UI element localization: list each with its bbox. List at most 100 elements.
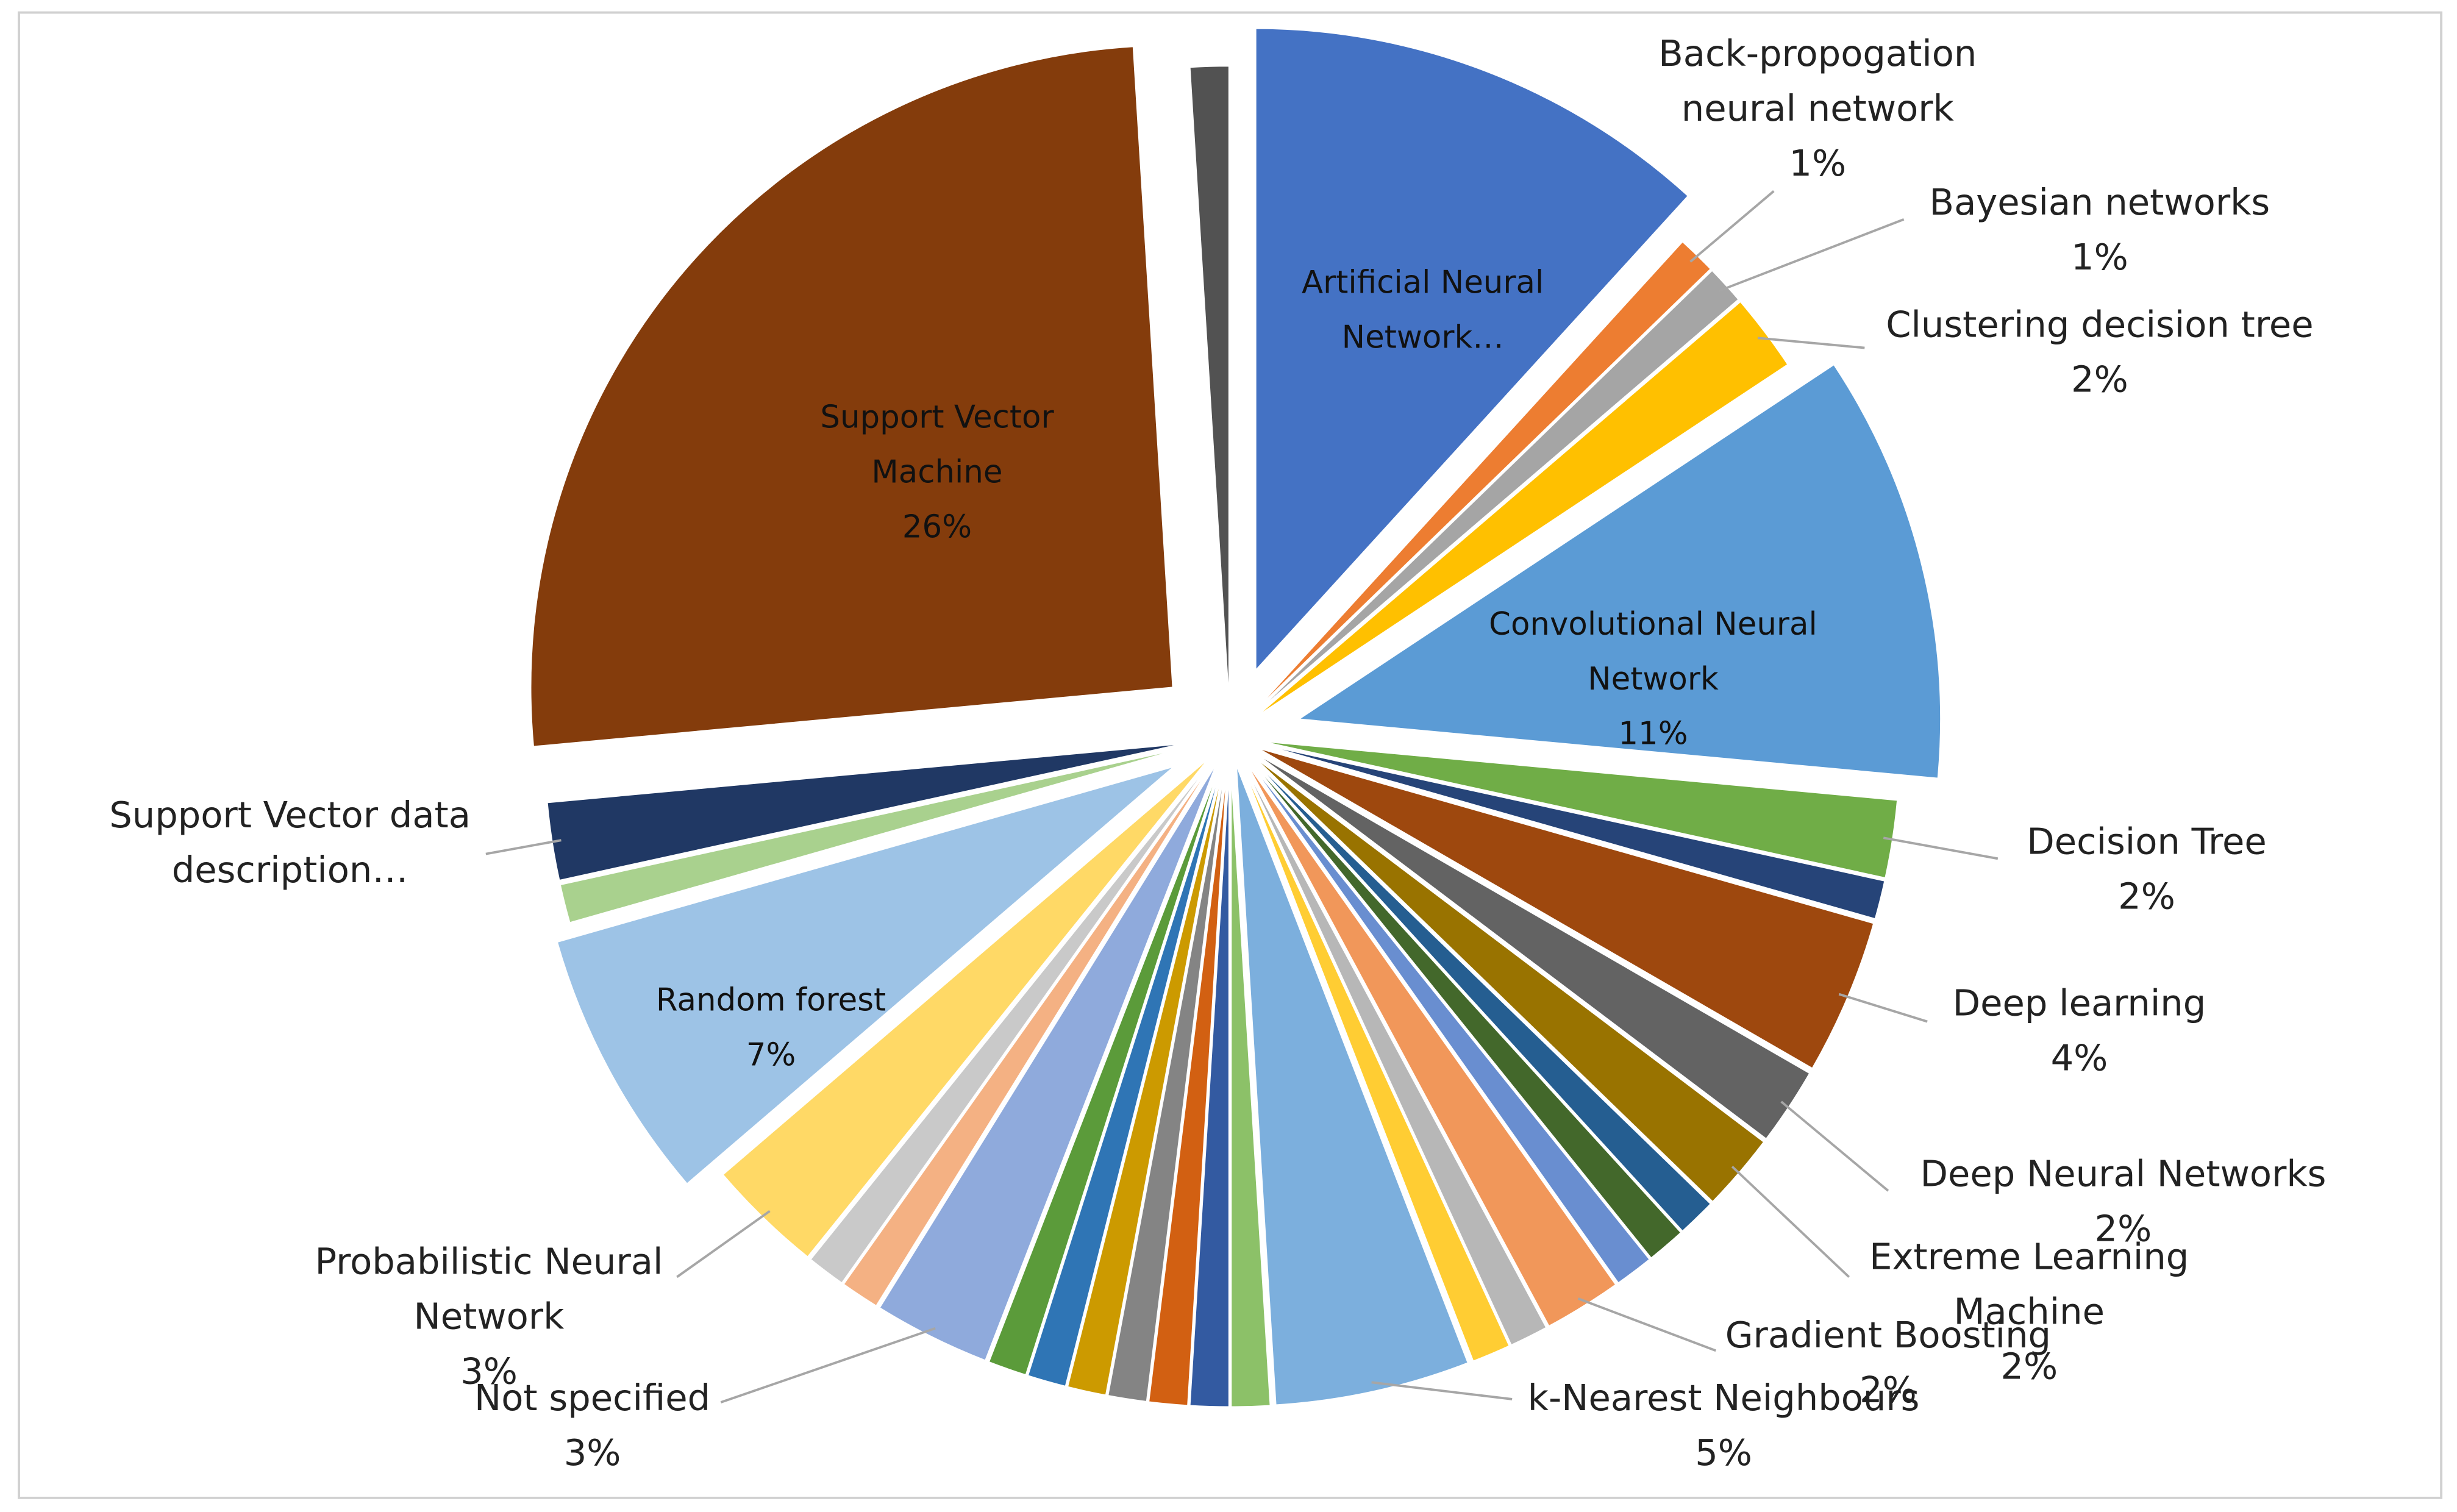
pie-slice [558,746,1188,924]
category-label: Artificial Neural Network… [1301,263,1544,356]
category-label: Support Vector data description… [109,796,471,892]
leader-line [1838,993,1928,1023]
value-label: 1% [2070,238,2128,279]
slice-label: Random forest 7% [615,973,928,1083]
label-box: Probabilistic Neural Network 3% [285,1236,693,1401]
slice-label: Not specified 3% [436,1372,749,1482]
label-box: Artificial Neural Network… [1274,255,1572,365]
category-label: Extreme Learning Machine [1869,1238,2189,1334]
label-box: Not specified 3% [436,1372,749,1482]
label-box: Support Vector data description… [87,790,494,899]
chart-border [18,11,2443,1499]
value-label: 3% [460,1352,518,1393]
label-box: Deep Neural Networks 2% [1888,1149,2358,1258]
category-label: Not specified [474,1378,711,1420]
value-label: 4% [2050,1038,2108,1080]
category-label: Decision Tree [2027,822,2267,864]
leader-line [1731,1166,1850,1278]
category-label: Clustering decision tree [1886,305,2314,346]
label-box: Bayesian networks 1% [1896,177,2303,287]
leader-line [1577,1297,1716,1352]
label-box: k-Nearest Neighbours 5% [1489,1372,1959,1482]
label-box: Convolutional Neural Network 11% [1457,597,1849,761]
pie-slice [1252,300,1789,721]
pie-slice [529,45,1174,748]
label-box: Gradient Boosting 2% [1692,1310,2084,1419]
slice-label: Back-propogation neural network 1% [1630,28,2006,193]
pie-slice [1249,756,1713,1233]
pie-slice [1107,764,1227,1403]
value-label: 1% [1789,144,1847,185]
value-label: 11% [1618,714,1688,752]
leader-line [1371,1381,1513,1400]
label-box: Support Vector Machine 26% [780,390,1094,555]
pie-slice [1244,760,1617,1328]
value-label: 2% [2070,360,2128,401]
leader-line [676,1210,771,1278]
pie-slice [1240,761,1511,1363]
category-label: Gradient Boosting [1725,1316,2052,1357]
slice-label: Artificial Neural Network… [1274,255,1572,365]
value-label: 3% [563,1433,621,1475]
pie-slice [721,756,1211,1258]
slice-label: Probabilistic Neural Network 3% [285,1236,693,1401]
pie-slice [878,761,1219,1362]
slices [529,27,1942,1408]
category-label: Bayesian networks [1929,183,2270,224]
value-label: 2% [2094,1210,2152,1250]
value-label: 2% [1860,1371,1917,1412]
category-label: Deep learning [1952,983,2206,1025]
label-box: Clustering decision tree 2% [1864,299,2334,409]
leaders [485,190,1999,1403]
pie-slice [1242,761,1548,1347]
value-label: 5% [1695,1433,1753,1475]
value-label: 2% [2000,1347,2058,1388]
pie-slice [1188,65,1230,708]
label-box: Random forest 7% [615,973,928,1083]
slice-label: Clustering decision tree 2% [1864,299,2334,409]
value-label: 7% [746,1035,796,1074]
slice-label: k-Nearest Neighbours 5% [1489,1372,1959,1482]
value-label: 2% [2118,877,2175,918]
category-label: Random forest [655,980,886,1019]
pie-slice [1026,763,1224,1388]
label-box: Extreme Learning Machine 2% [1841,1232,2217,1396]
pie-slice [987,763,1222,1377]
leader-line [720,1327,936,1403]
leader-line [1780,1100,1889,1192]
pie-slice [1250,269,1740,718]
label-box: Deep learning 4% [1922,978,2236,1088]
leader-line [1757,337,1865,349]
category-label: Back-propogation neural network [1658,34,1977,130]
pie-slice [1255,27,1690,673]
category-label: Deep Neural Networks [1920,1155,2327,1196]
slice-label: Deep learning 4% [1922,978,2236,1088]
slice-label: Bayesian networks 1% [1896,177,2303,287]
slice-label: Convolutional Neural Network 11% [1457,597,1849,761]
pie-slice [1147,764,1228,1407]
pie-slice [809,758,1214,1285]
leader-line [1718,218,1905,293]
leader-line [1883,836,1999,860]
pie-slice [1257,742,1886,921]
category-label: Convolutional Neural Network [1489,605,1817,697]
category-label: Probabilistic Neural Network [315,1242,663,1338]
pie-slice [1296,363,1942,780]
value-label: 26% [902,507,972,546]
pie-slice [1246,758,1651,1285]
pie-slice [1235,763,1469,1407]
pie-slice [1188,765,1230,1408]
slice-label: Decision Tree 2% [2027,822,2267,918]
slice-label: Support Vector Machine 26% [780,390,1094,555]
pie-slice [555,765,1175,1185]
slice-label: Deep Neural Networks 2% [1888,1149,2358,1258]
pie-slice [1247,757,1683,1260]
label-box: Back-propogation neural network 1% [1630,28,2006,193]
category-label: k-Nearest Neighbours [1527,1378,1920,1420]
leader-line [485,839,562,855]
pie-slice [1230,765,1272,1408]
pie-slice [842,759,1216,1308]
leader-line [1689,190,1775,263]
